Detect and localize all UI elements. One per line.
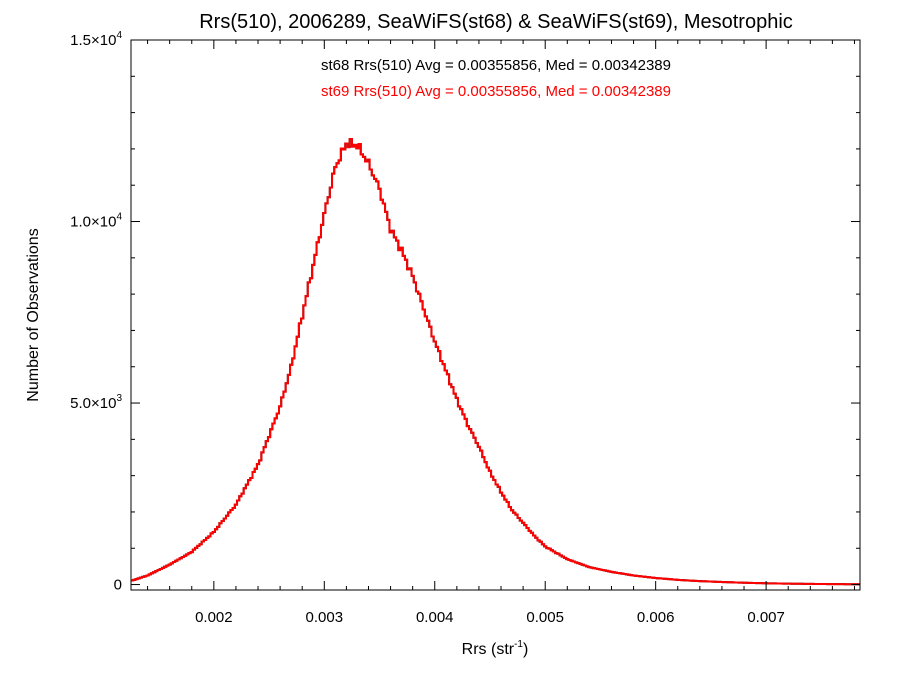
y-tick-mantissa: 1.5×10 bbox=[70, 32, 116, 49]
y-tick-label: 5.0×103 bbox=[70, 393, 122, 412]
y-axis-label: Number of Observations bbox=[25, 228, 42, 401]
y-tick-mantissa: 1.0×10 bbox=[70, 214, 116, 231]
chart-title: Rrs(510), 2006289, SeaWiFS(st68) & SeaWi… bbox=[199, 11, 793, 33]
y-tick-label: 0 bbox=[114, 577, 122, 594]
series-layer bbox=[131, 138, 860, 586]
x-axis-label: Rrs (str-1) bbox=[462, 639, 529, 658]
y-tick-mantissa: 0 bbox=[114, 577, 122, 594]
annotation-st68: st68 Rrs(510) Avg = 0.00355856, Med = 0.… bbox=[321, 57, 671, 74]
x-tick-label: 0.002 bbox=[195, 609, 233, 626]
y-tick-exponent: 3 bbox=[116, 393, 122, 404]
x-tick-label: 0.003 bbox=[306, 609, 344, 626]
y-tick-exponent: 4 bbox=[116, 212, 122, 223]
x-tick-label: 0.005 bbox=[526, 609, 564, 626]
x-tick-label: 0.007 bbox=[747, 609, 785, 626]
x-axis-label-superscript: -1 bbox=[514, 639, 523, 650]
plot-frame bbox=[130, 39, 861, 591]
series-st68-step-line bbox=[131, 138, 860, 586]
series-st69-step-line bbox=[131, 138, 860, 586]
y-tick-mantissa: 5.0×10 bbox=[70, 395, 116, 412]
ticks-layer: 0.002 0.003 0.004 0.005 0.006 0.007 0 5.0×103 1.… bbox=[70, 30, 860, 626]
x-tick-label: 0.004 bbox=[416, 609, 454, 626]
x-axis-label-base: Rrs (str bbox=[462, 641, 515, 658]
y-tick-label: 1.0×104 bbox=[70, 212, 122, 231]
y-tick-exponent: 4 bbox=[116, 30, 122, 41]
x-tick-label: 0.006 bbox=[637, 609, 675, 626]
annotation-st69: st69 Rrs(510) Avg = 0.00355856, Med = 0.… bbox=[321, 83, 671, 100]
x-axis-label-close: ) bbox=[523, 641, 528, 658]
y-tick-label: 1.5×104 bbox=[70, 30, 122, 49]
